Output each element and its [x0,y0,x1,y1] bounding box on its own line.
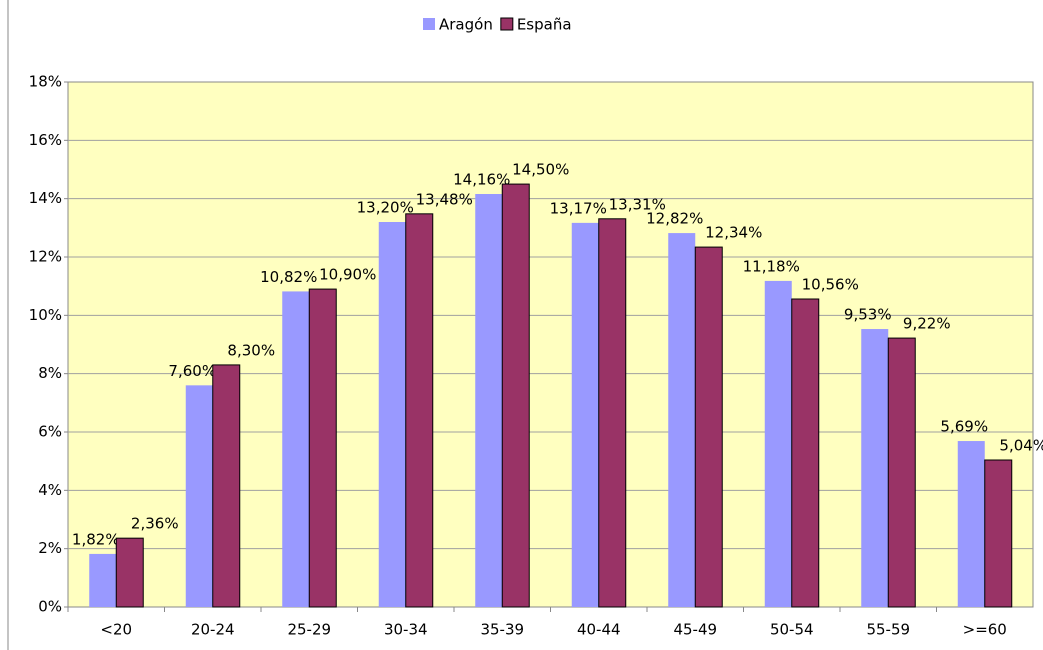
data-label: 13,48% [416,190,473,208]
data-label: 12,34% [705,224,762,242]
y-tick-label: 10% [29,306,62,324]
bar [791,298,820,608]
bar [185,385,213,607]
bar [598,218,627,608]
x-tick-label: 35-39 [480,621,524,639]
data-label: 10,90% [319,266,376,284]
data-label: 5,04% [999,437,1043,455]
y-tick-label: 12% [29,248,62,266]
data-label: 1,82% [72,530,120,548]
y-tick-label: 6% [38,423,62,441]
bar [984,459,1013,608]
bar [89,553,117,607]
data-label: 9,53% [844,306,892,324]
legend-swatch [423,18,435,30]
x-tick-label: 55-59 [866,621,910,639]
x-tick-label: >=60 [963,621,1007,639]
x-tick-label: 45-49 [673,621,717,639]
data-label: 9,22% [903,315,951,333]
bar [378,222,406,607]
y-tick-label: 2% [38,539,62,557]
bar [764,280,792,607]
data-label: 14,16% [453,171,510,189]
data-label: 10,82% [260,268,317,286]
data-label: 7,60% [168,362,216,380]
data-label: 11,18% [743,257,800,275]
x-tick-label: 25-29 [287,621,331,639]
bar [308,288,337,608]
data-label: 8,30% [227,341,275,359]
bar [501,183,530,608]
bar [861,329,889,607]
bar [957,441,985,607]
data-label: 10,56% [802,276,859,294]
bar [571,222,599,607]
bar [212,364,241,608]
legend-swatch [500,17,514,31]
legend-label: España [517,16,572,34]
data-label: 5,69% [940,418,988,436]
legend-label: Aragón [439,16,493,34]
data-label: 12,82% [646,210,703,228]
data-label: 14,50% [512,161,569,179]
x-tick-label: 30-34 [384,621,428,639]
x-tick-label: 50-54 [770,621,814,639]
bar [668,233,696,608]
y-tick-label: 8% [38,364,62,382]
bar [694,246,723,608]
y-tick-label: 4% [38,481,62,499]
data-label: 13,31% [609,195,666,213]
y-tick-label: 0% [38,598,62,616]
y-tick-label: 18% [29,73,62,91]
bar [405,213,434,608]
data-label: 2,36% [131,515,179,533]
y-tick-label: 14% [29,189,62,207]
bar [282,291,310,607]
bar [115,537,144,608]
data-label: 13,17% [550,199,607,217]
x-tick-label: 40-44 [577,621,621,639]
y-tick-label: 16% [29,131,62,149]
x-tick-label: <20 [100,621,132,639]
bar [475,194,503,607]
x-tick-label: 20-24 [191,621,235,639]
bar [887,337,916,608]
data-label: 13,20% [357,199,414,217]
